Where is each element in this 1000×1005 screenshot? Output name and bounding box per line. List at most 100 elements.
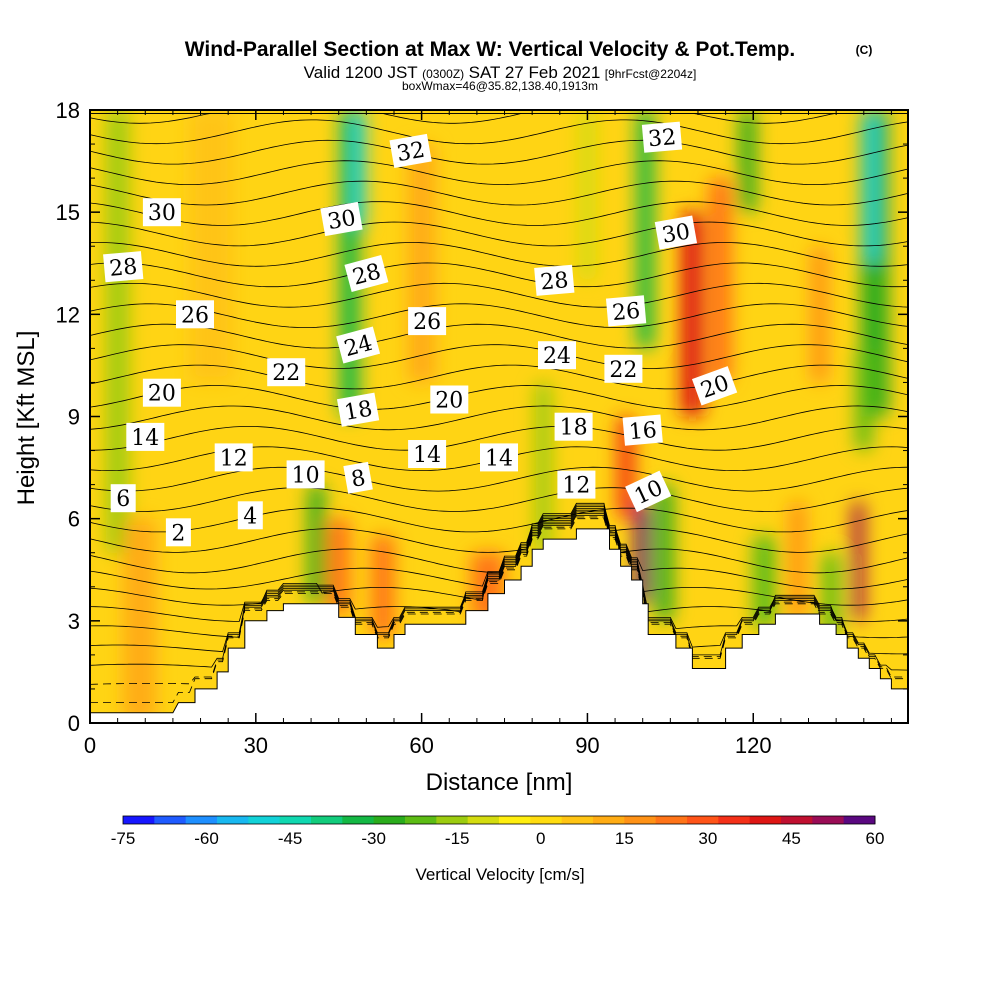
contour-label: 30 bbox=[142, 198, 181, 227]
contour-label-value: 30 bbox=[148, 201, 176, 226]
y-tick-label: 15 bbox=[56, 200, 80, 225]
contour-label-value: 2 bbox=[171, 521, 185, 546]
contour-label: 14 bbox=[480, 443, 518, 472]
contour-label: 20 bbox=[430, 385, 469, 414]
contour-label: 18 bbox=[336, 392, 380, 427]
theta-contour-line bbox=[90, 514, 908, 671]
theta-contour-line bbox=[90, 509, 908, 622]
contour-label-box bbox=[142, 378, 181, 407]
theta-contour-line bbox=[90, 426, 908, 451]
contour-label-box bbox=[165, 518, 191, 547]
chart-title: Wind-Parallel Section at Max W: Vertical… bbox=[185, 38, 796, 61]
theta-contour-line bbox=[90, 303, 908, 329]
colorbar-swatch bbox=[436, 816, 469, 824]
colorbar-tick-label: -75 bbox=[111, 829, 136, 848]
contour-label-box bbox=[554, 412, 593, 441]
contour-label-box bbox=[320, 201, 363, 237]
contour-label-value: 22 bbox=[609, 358, 637, 383]
colorbar-swatch bbox=[311, 816, 343, 824]
contour-label-value: 32 bbox=[395, 138, 427, 167]
theta-contour-line bbox=[90, 385, 908, 410]
colorbar-swatch bbox=[342, 816, 375, 824]
theta-contour-line bbox=[90, 502, 908, 553]
contour-label: 16 bbox=[622, 414, 663, 446]
x-tick-label: 90 bbox=[575, 733, 599, 758]
theta-contour-line bbox=[90, 282, 908, 308]
contour-label-value: 14 bbox=[413, 443, 441, 468]
contour-label-value: 28 bbox=[108, 255, 138, 282]
contour-label-value: 12 bbox=[220, 446, 248, 471]
contour-label: 28 bbox=[534, 264, 575, 296]
contour-label-value: 12 bbox=[562, 474, 590, 499]
theta-contour-line bbox=[90, 221, 908, 247]
contour-label-value: 10 bbox=[292, 463, 320, 488]
w-cell bbox=[865, 110, 879, 264]
colorbar-swatch bbox=[781, 816, 813, 824]
w-cell bbox=[351, 110, 365, 230]
contour-label-box bbox=[286, 460, 325, 489]
w-cell bbox=[709, 178, 732, 383]
w-cell bbox=[656, 484, 674, 621]
contour-label-box bbox=[691, 366, 738, 406]
w-cell bbox=[189, 110, 234, 383]
colorbar-tick-label: 0 bbox=[536, 829, 545, 848]
contour-label: 12 bbox=[557, 470, 596, 499]
y-tick-label: 6 bbox=[68, 507, 80, 532]
colorbar-tick-label: -60 bbox=[194, 829, 219, 848]
contour-label-value: 14 bbox=[485, 446, 513, 471]
y-tick-label: 12 bbox=[56, 302, 80, 327]
contour-label-box bbox=[336, 392, 380, 427]
chart-subtitle: Valid 1200 JST (0300Z) SAT 27 Feb 2021 [… bbox=[304, 63, 697, 82]
contour-label-value: 26 bbox=[611, 299, 641, 326]
contour-label-value: 26 bbox=[413, 310, 441, 335]
contour-label-value: 14 bbox=[131, 426, 159, 451]
colorbar-tick-label: -45 bbox=[278, 829, 303, 848]
x-axis: 0 30 60 90 120 bbox=[84, 110, 892, 758]
contour-label-box bbox=[604, 354, 643, 383]
w-cell bbox=[106, 110, 129, 553]
contour-label-box bbox=[336, 326, 381, 364]
contour-label-box bbox=[103, 251, 144, 283]
contour-label-value: 32 bbox=[647, 125, 677, 152]
w-cell bbox=[308, 484, 325, 604]
contour-label: 6 bbox=[110, 484, 136, 513]
w-cell bbox=[811, 246, 828, 383]
theta-contour-line bbox=[90, 405, 908, 431]
contour-label-box bbox=[176, 300, 214, 329]
colorbar-swatch bbox=[217, 816, 249, 824]
theta-contour-line bbox=[90, 466, 908, 492]
forecast-info: [9hrFcst@2204z] bbox=[605, 67, 697, 81]
contour-label-box bbox=[126, 422, 165, 451]
w-cell bbox=[855, 348, 873, 451]
colorbar-swatch bbox=[248, 816, 281, 824]
contour-label: 30 bbox=[654, 215, 698, 250]
theta-contour-line bbox=[90, 242, 908, 267]
valid-date: SAT 27 Feb 2021 bbox=[469, 63, 601, 82]
x-axis-label: Distance [nm] bbox=[426, 769, 573, 796]
colorbar-tick-label: 60 bbox=[866, 829, 885, 848]
contour-label-box bbox=[641, 121, 683, 153]
theta-contour-line bbox=[90, 139, 908, 165]
y-tick-label: 9 bbox=[68, 405, 80, 430]
contour-label: 20 bbox=[142, 378, 181, 407]
colorbar-swatch bbox=[812, 816, 845, 824]
contour-label: 8 bbox=[343, 461, 373, 494]
x-tick-label: 30 bbox=[244, 733, 268, 758]
contour-label: 26 bbox=[176, 300, 214, 329]
contour-label-value: 26 bbox=[181, 303, 209, 328]
theta-contour-line bbox=[90, 323, 908, 349]
contour-label-box bbox=[654, 215, 698, 250]
contour-label-value: 24 bbox=[543, 344, 571, 369]
w-cell bbox=[789, 501, 806, 621]
utc-time: (0300Z) bbox=[422, 67, 464, 81]
contour-label-value: 18 bbox=[342, 396, 374, 425]
contour-label-box bbox=[237, 501, 263, 530]
contour-label-box bbox=[430, 385, 469, 414]
y-tick-label: 3 bbox=[68, 609, 80, 634]
contour-label-value: 20 bbox=[148, 382, 176, 407]
colorbar-swatch bbox=[718, 816, 751, 824]
colorbar-frame bbox=[122, 815, 876, 825]
